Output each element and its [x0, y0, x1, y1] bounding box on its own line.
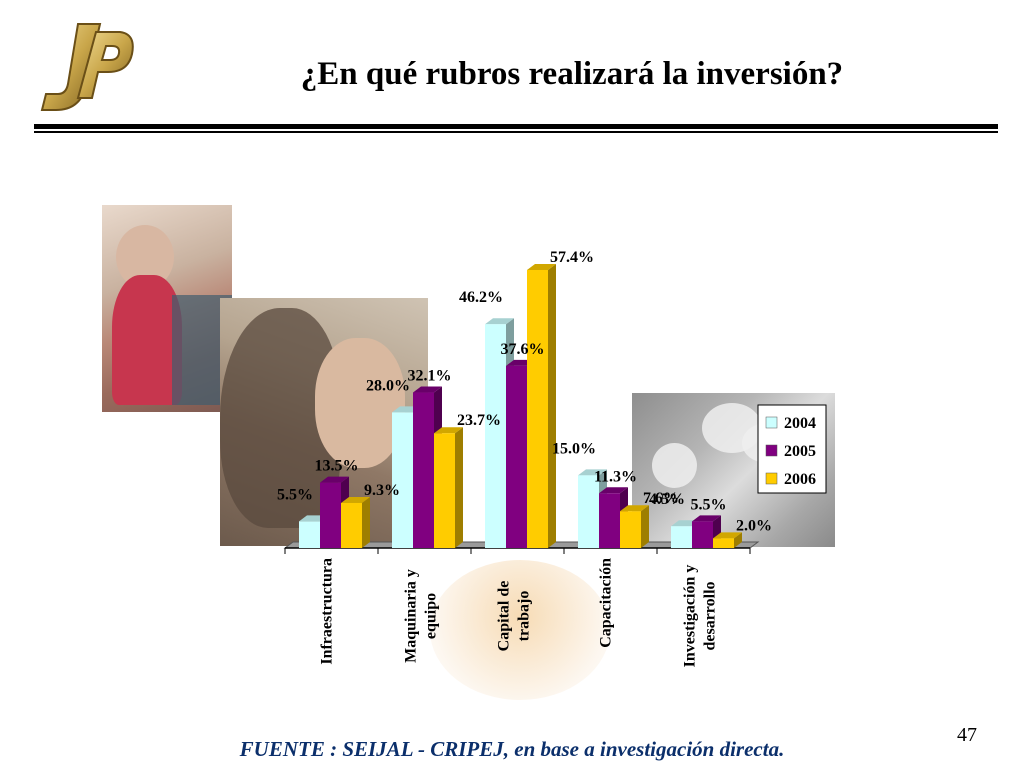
category-label-line: Capital de	[496, 581, 513, 652]
bar-2005-3	[599, 493, 620, 548]
jp-logo	[30, 14, 140, 124]
data-label-2005-3: 11.3%	[594, 468, 637, 485]
bar-2005-4	[692, 521, 713, 548]
page-number: 47	[957, 724, 977, 746]
legend-swatch-2005	[765, 444, 778, 457]
bar-2005-0	[320, 482, 341, 548]
data-label-2006-2: 57.4%	[550, 249, 594, 266]
bar-side-2006-1	[455, 427, 463, 548]
title-divider-thick	[34, 124, 998, 129]
bar-top-2005-1	[413, 386, 442, 393]
bar-2006-4	[713, 538, 734, 548]
bar-2004-4	[671, 526, 692, 548]
bar-side-2006-2	[548, 264, 556, 548]
data-label-2005-1: 32.1%	[408, 368, 452, 385]
legend-swatch-2004	[765, 416, 778, 429]
data-label-2004-3: 15.0%	[552, 440, 596, 457]
bar-2004-1	[392, 412, 413, 548]
bar-2006-1	[434, 433, 455, 548]
bar-2004-0	[299, 521, 320, 548]
category-label-line: trabajo	[516, 591, 533, 642]
bar-top-2004-2	[485, 318, 514, 325]
legend-label-2004: 2004	[784, 415, 816, 432]
bar-2006-3	[620, 511, 641, 548]
bar-side-2006-0	[362, 496, 370, 548]
bar-top-2006-2	[527, 264, 556, 270]
category-label-4: Investigación y desarrollo	[682, 565, 719, 668]
legend-swatch-2006	[765, 472, 778, 485]
bar-top-2005-3	[599, 487, 628, 494]
data-label-2006-1: 23.7%	[457, 412, 501, 429]
bar-top-2005-0	[320, 476, 349, 483]
data-label-2004-1: 28.0%	[366, 377, 410, 394]
title-divider-thin	[34, 131, 998, 133]
data-label-2004-4: 4.5%	[649, 491, 685, 508]
bar-2005-2	[506, 365, 527, 548]
decorative-watermark	[430, 560, 610, 700]
bar-2004-2	[485, 324, 506, 548]
category-label-2: Capital de trabajo	[496, 581, 533, 652]
source-note: FUENTE : SEIJAL - CRIPEJ, en base a inve…	[239, 737, 785, 761]
category-label-line: Infraestructura	[319, 558, 336, 665]
bar-side-2006-3	[641, 505, 649, 548]
bar-top-2006-3	[620, 505, 649, 512]
category-label-line: Maquinaria y	[403, 569, 420, 663]
data-label-2006-0: 9.3%	[364, 482, 400, 499]
category-label-line: Capacitación	[598, 558, 615, 648]
legend-label-2006: 2006	[784, 471, 816, 488]
bar-top-2006-0	[341, 496, 370, 503]
data-label-2005-2: 37.6%	[501, 341, 545, 358]
category-label-1: Maquinaria y equipo	[403, 569, 440, 663]
category-label-line: Investigación y	[682, 565, 699, 668]
legend-label-2005: 2005	[784, 443, 816, 460]
category-label-0: Infraestructura	[319, 558, 336, 665]
bar-side-2006-4	[734, 532, 742, 548]
data-label-2004-0: 5.5%	[277, 486, 313, 503]
bar-2006-2	[527, 270, 548, 548]
bar-top-2004-3	[578, 469, 607, 476]
category-label-line: desarrollo	[702, 581, 719, 650]
data-label-2006-3: 7.6%	[643, 490, 679, 507]
bar-top-2006-4	[713, 532, 742, 539]
bar-top-2006-1	[434, 427, 463, 434]
category-label-line: equipo	[423, 593, 440, 639]
category-label-3: Capacitación	[598, 558, 615, 648]
bar-2004-3	[578, 475, 599, 548]
bar-2006-0	[341, 502, 362, 548]
slide-title: ¿En qué rubros realizará la inversión?	[300, 56, 844, 92]
photo-woman-red-dress	[102, 205, 232, 412]
bar-top-2005-4	[692, 515, 721, 522]
bar-2005-1	[413, 392, 434, 548]
data-label-2004-2: 46.2%	[459, 289, 503, 306]
data-label-2006-4: 2.0%	[736, 517, 772, 534]
data-label-2005-4: 5.5%	[691, 496, 727, 513]
data-label-2005-0: 13.5%	[315, 458, 359, 475]
